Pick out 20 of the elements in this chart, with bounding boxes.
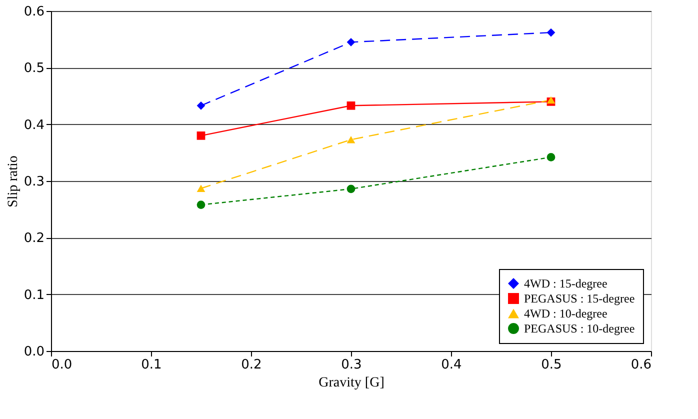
x-axis-title: Gravity [G] <box>318 376 384 390</box>
y-tick-label: 0.6 <box>24 4 44 20</box>
x-tick-label: 0.3 <box>341 358 362 372</box>
x-tick-label: 0.2 <box>241 358 262 372</box>
legend-label: PEGASUS : 10-degree <box>524 322 635 336</box>
x-tick-label: 0.1 <box>141 358 162 372</box>
x-tick-label: 0.4 <box>441 358 462 372</box>
legend-label: 4WD : 10-degree <box>524 306 608 320</box>
legend-label: PEGASUS : 15-degree <box>524 292 635 306</box>
x-tick-label: 0.5 <box>541 358 562 372</box>
x-tick-label: 0.0 <box>52 358 72 372</box>
y-axis-title: Slip ratio <box>6 156 21 208</box>
legend-label: 4WD : 15-degree <box>524 276 608 290</box>
y-tick-label: 0.2 <box>24 231 44 246</box>
y-tick-label: 0.5 <box>24 61 44 76</box>
y-tick-label: 0.4 <box>24 118 44 133</box>
y-tick-label: 0.3 <box>24 174 44 190</box>
y-tick-label: 0.1 <box>24 288 44 303</box>
x-tick-label: 0.6 <box>630 358 652 372</box>
y-tick-label: 0.0 <box>24 344 44 360</box>
